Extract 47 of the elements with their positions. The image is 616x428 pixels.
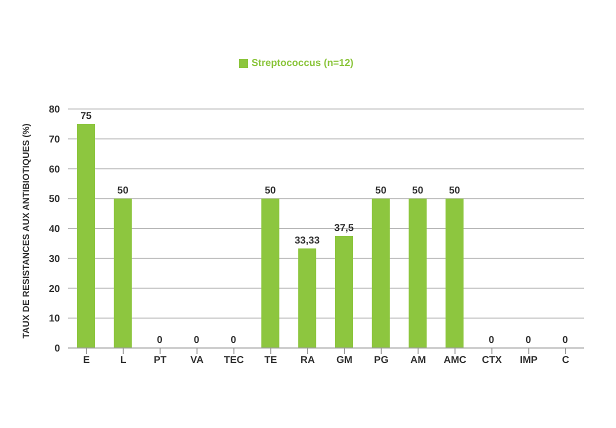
x-tick-label: AM (410, 355, 426, 366)
y-tick-label: 40 (48, 224, 60, 236)
bar (261, 198, 280, 348)
y-tick-label: 0 (54, 344, 60, 355)
x-tick-label: PT (154, 355, 167, 366)
bar (298, 248, 316, 348)
data-label: 50 (117, 186, 129, 197)
x-tick-label: TEC (224, 355, 244, 366)
bar (372, 198, 390, 348)
x-tick-label: GM (336, 355, 352, 366)
legend-label: Streptococcus (n=12) (252, 58, 354, 69)
data-label: 75 (80, 110, 92, 122)
data-label: 33,33 (294, 235, 320, 246)
y-tick-label: 30 (48, 254, 60, 265)
x-tick-label: E (83, 355, 90, 366)
x-tick-label: VA (190, 355, 204, 366)
y-tick-label: 20 (48, 284, 60, 295)
x-tick-label: C (562, 355, 570, 366)
x-tick-label: L (120, 355, 126, 366)
bar (114, 198, 132, 348)
x-tick-label: AMC (444, 355, 466, 366)
y-tick-label: 80 (48, 104, 60, 116)
y-axis-title: TAUX DE RESISTANCES AUX ANTIBIOTIQUES (%) (21, 123, 32, 338)
data-label: 50 (375, 186, 387, 197)
bar (335, 236, 353, 348)
x-tick-label: IMP (520, 355, 538, 366)
y-tick-label: 10 (48, 314, 60, 325)
x-tick-label: TE (264, 355, 278, 366)
bar (77, 124, 95, 348)
data-label: 0 (526, 335, 532, 346)
data-label: 0 (562, 335, 568, 346)
data-label: 50 (412, 186, 424, 197)
data-label: 0 (488, 335, 495, 346)
x-tick-label: PG (374, 355, 389, 366)
data-label: 0 (194, 335, 200, 346)
data-label: 0 (230, 335, 237, 346)
data-label: 37,5 (334, 222, 354, 234)
bar (446, 198, 464, 348)
data-label: 50 (264, 186, 276, 197)
data-label: 0 (156, 335, 163, 346)
data-label: 50 (449, 186, 461, 197)
x-tick-label: RA (300, 355, 315, 366)
y-tick-label: 60 (48, 164, 60, 176)
y-tick-label: 50 (48, 194, 60, 206)
y-tick-label: 70 (48, 134, 60, 146)
bar (408, 198, 427, 348)
x-tick-label: CTX (482, 355, 502, 366)
